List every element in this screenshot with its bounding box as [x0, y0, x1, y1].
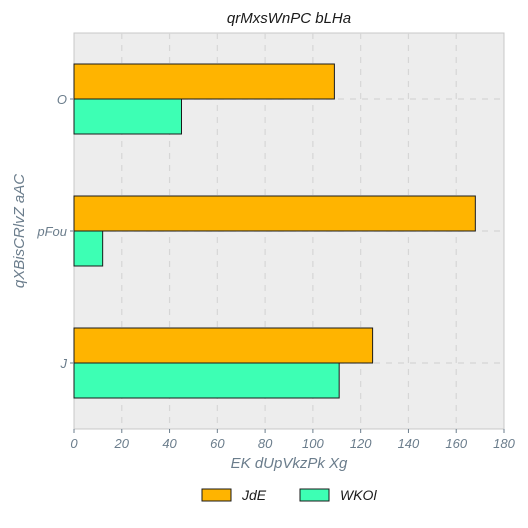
x-axis-ticks: 0 20 40 60 80 100 120 140 160 180	[70, 429, 516, 451]
bar-WKOl-O	[73, 98, 182, 135]
legend: JdE WKOl	[201, 487, 377, 503]
bar-WKOl-pFou	[73, 230, 104, 267]
bar-WKOl-J	[73, 362, 340, 399]
y-tick-label: O	[57, 92, 67, 107]
x-tick-label: 140	[398, 436, 420, 451]
x-tick-label: 180	[493, 436, 515, 451]
bar-JdE-J	[73, 327, 374, 364]
bars	[73, 63, 476, 399]
x-tick-label: 120	[350, 436, 372, 451]
chart-title: qrMxsWnPC bLHa	[227, 10, 351, 27]
x-tick-label: 20	[114, 436, 130, 451]
x-tick-label: 0	[70, 436, 78, 451]
bar-JdE-pFou	[73, 195, 476, 232]
y-tick-label: J	[60, 356, 68, 371]
x-axis-label: EK dUpVkzPk Xg	[231, 455, 348, 472]
legend-label-series-1: JdE	[241, 487, 267, 503]
x-tick-label: 40	[162, 436, 177, 451]
legend-label-series-2: WKOl	[340, 487, 377, 503]
y-axis-label: qXBisCRlvZ aAC	[11, 174, 28, 288]
x-tick-label: 160	[445, 436, 467, 451]
legend-swatch-series-1	[201, 488, 232, 502]
x-tick-label: 100	[302, 436, 324, 451]
x-tick-label: 60	[210, 436, 225, 451]
legend-swatch-series-2	[299, 488, 330, 502]
x-tick-label: 80	[258, 436, 273, 451]
y-tick-label: pFou	[36, 224, 67, 239]
bar-JdE-O	[73, 63, 335, 100]
